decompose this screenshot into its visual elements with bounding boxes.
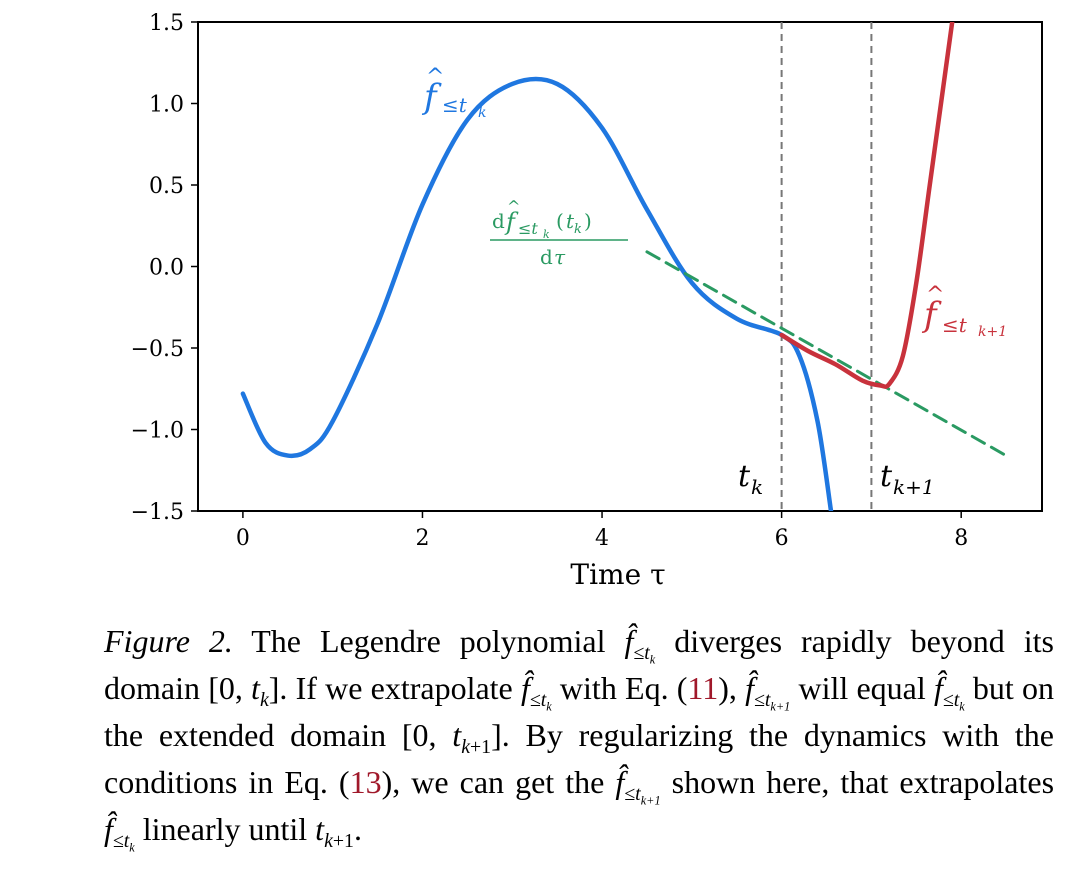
caption-text-3: . If we extrapolate — [279, 670, 521, 706]
y-tick-label: −1.5 — [131, 500, 184, 525]
y-tick-label: 0.0 — [149, 256, 184, 281]
y-tick-label: −0.5 — [131, 337, 184, 362]
caption-text-1: The Legendre polynomial — [232, 623, 625, 659]
caption-math-f-tk: f̂≤tk — [104, 811, 135, 855]
caption-math-f-tk: f̂≤tk — [933, 670, 965, 714]
svg-text:τ: τ — [554, 245, 566, 269]
series-f-tk1-line — [779, 22, 955, 389]
svg-text:^: ^ — [507, 197, 520, 216]
blue-series-label: f ^ ≤t k — [421, 65, 486, 121]
caption-math-ext-domain: [0, tk+1] — [401, 717, 502, 758]
svg-text:k+1: k+1 — [978, 324, 1007, 340]
red-series-label: f ^ ≤t k+1 — [921, 283, 1007, 340]
caption-text-4: with Eq. ( — [551, 670, 688, 706]
svg-text:k: k — [574, 222, 582, 237]
x-tick-label: 0 — [236, 526, 250, 551]
svg-text:k: k — [478, 105, 486, 121]
y-tick-label: −1.0 — [131, 419, 184, 444]
caption-text-8: . By regularizing the dynamics with the … — [104, 717, 1055, 800]
labels-layer: Time τ f ^ ≤t k f ^ ≤t k+1 d f ^ ≤t k ( … — [421, 65, 1007, 591]
svg-text:≤t: ≤t — [518, 219, 538, 238]
tangent-label: d f ^ ≤t k ( t k ) d τ — [490, 197, 628, 269]
caption-text-5: ), — [718, 670, 746, 706]
caption-math-f-tk1: f̂≤tk+1 — [615, 764, 661, 808]
svg-text:t: t — [566, 209, 575, 233]
svg-text:(: ( — [556, 209, 564, 233]
svg-text:d: d — [540, 245, 553, 269]
caption-text-2: diverges rapidly beyond its domain — [104, 623, 1055, 706]
caption-text-7: but on the extended domain — [104, 670, 1055, 753]
svg-text:≤t: ≤t — [942, 313, 968, 337]
equation-ref-13[interactable]: 13 — [349, 764, 382, 800]
y-tick-label: 0.5 — [149, 174, 184, 199]
svg-text:): ) — [584, 209, 592, 233]
caption-text-12: . — [353, 811, 362, 847]
caption-text-11: linearly until — [134, 811, 316, 847]
vline-label-tk: t k — [738, 459, 763, 499]
legendre-figure: 0 2 4 6 8 −1.5 −1.0 −0.5 0.0 0.5 1.0 1.5 Time τ f ^… — [131, 11, 1043, 591]
caption-text-6: will equal — [790, 670, 934, 706]
x-tick-label: 2 — [415, 526, 429, 551]
svg-text:t: t — [738, 459, 751, 494]
caption-math-domain: [0, tk] — [208, 670, 280, 711]
svg-text:t: t — [880, 459, 893, 494]
svg-text:k: k — [543, 228, 550, 241]
svg-text:≤t: ≤t — [442, 93, 468, 117]
caption-math-tk1: tk+1 — [315, 811, 354, 852]
svg-text:k+1: k+1 — [893, 475, 935, 499]
series-f-tk-line — [240, 76, 834, 511]
caption-math-f-tk: f̂≤tk — [624, 623, 656, 667]
axis-ticks: 0 2 4 6 8 −1.5 −1.0 −0.5 0.0 0.5 1.0 1.5 — [131, 11, 969, 551]
caption-label: Figure 2. — [104, 623, 233, 659]
tangent-line — [645, 250, 1008, 458]
y-tick-label: 1.0 — [149, 93, 184, 118]
equation-ref-11[interactable]: 11 — [687, 670, 719, 706]
caption-math-f-tk1: f̂≤tk+1 — [745, 670, 791, 714]
svg-text:^: ^ — [926, 283, 944, 308]
caption-math-f-tk: f̂≤tk — [520, 670, 552, 714]
x-axis-label: Time τ — [570, 558, 665, 591]
x-tick-label: 6 — [775, 526, 789, 551]
series-layer — [240, 22, 1008, 511]
caption-text-9: ), we can get the — [381, 764, 616, 800]
vline-label-tk1: t k+1 — [880, 459, 935, 499]
y-tick-label: 1.5 — [149, 11, 184, 36]
x-tick-label: 4 — [595, 526, 609, 551]
x-tick-label: 8 — [954, 526, 968, 551]
svg-text:k: k — [751, 475, 763, 499]
figure-caption: Figure 2. The Legendre polynomial f̂≤tk … — [104, 618, 1054, 853]
caption-text-10: shown here, that extrapolates — [660, 764, 1055, 800]
svg-text:d: d — [492, 209, 505, 233]
svg-text:^: ^ — [426, 65, 444, 90]
